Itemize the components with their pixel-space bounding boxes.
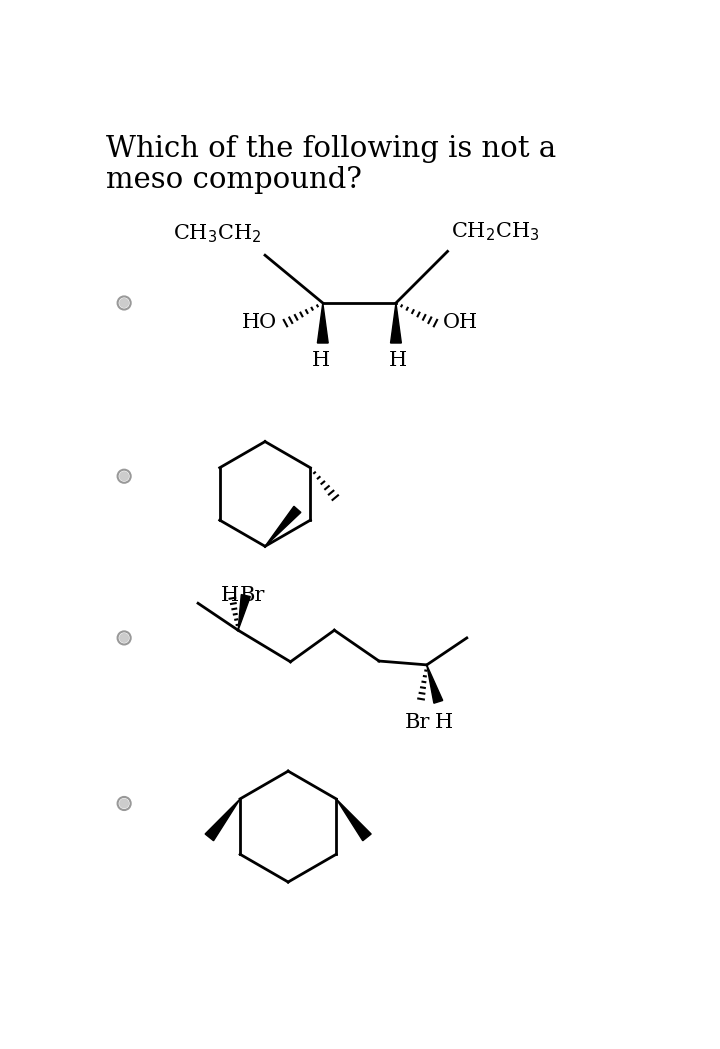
Text: H: H <box>221 585 239 604</box>
Text: meso compound?: meso compound? <box>106 166 361 194</box>
Text: CH$_3$CH$_2$: CH$_3$CH$_2$ <box>174 222 262 245</box>
Text: HO: HO <box>241 313 276 331</box>
Polygon shape <box>390 303 401 343</box>
Ellipse shape <box>119 471 129 481</box>
Ellipse shape <box>119 798 129 809</box>
Text: H: H <box>312 350 330 369</box>
Polygon shape <box>336 799 372 840</box>
Polygon shape <box>205 799 240 840</box>
Text: CH$_2$CH$_3$: CH$_2$CH$_3$ <box>451 220 540 243</box>
Polygon shape <box>427 665 443 703</box>
Text: Br: Br <box>405 712 431 731</box>
Ellipse shape <box>119 298 129 308</box>
Polygon shape <box>238 595 251 630</box>
Text: H: H <box>388 350 407 369</box>
Ellipse shape <box>119 633 129 643</box>
Polygon shape <box>318 303 328 343</box>
Text: OH: OH <box>443 313 478 331</box>
Text: Which of the following is not a: Which of the following is not a <box>106 135 556 164</box>
Text: H: H <box>434 712 453 731</box>
Polygon shape <box>265 507 301 547</box>
Text: Br: Br <box>240 585 265 604</box>
